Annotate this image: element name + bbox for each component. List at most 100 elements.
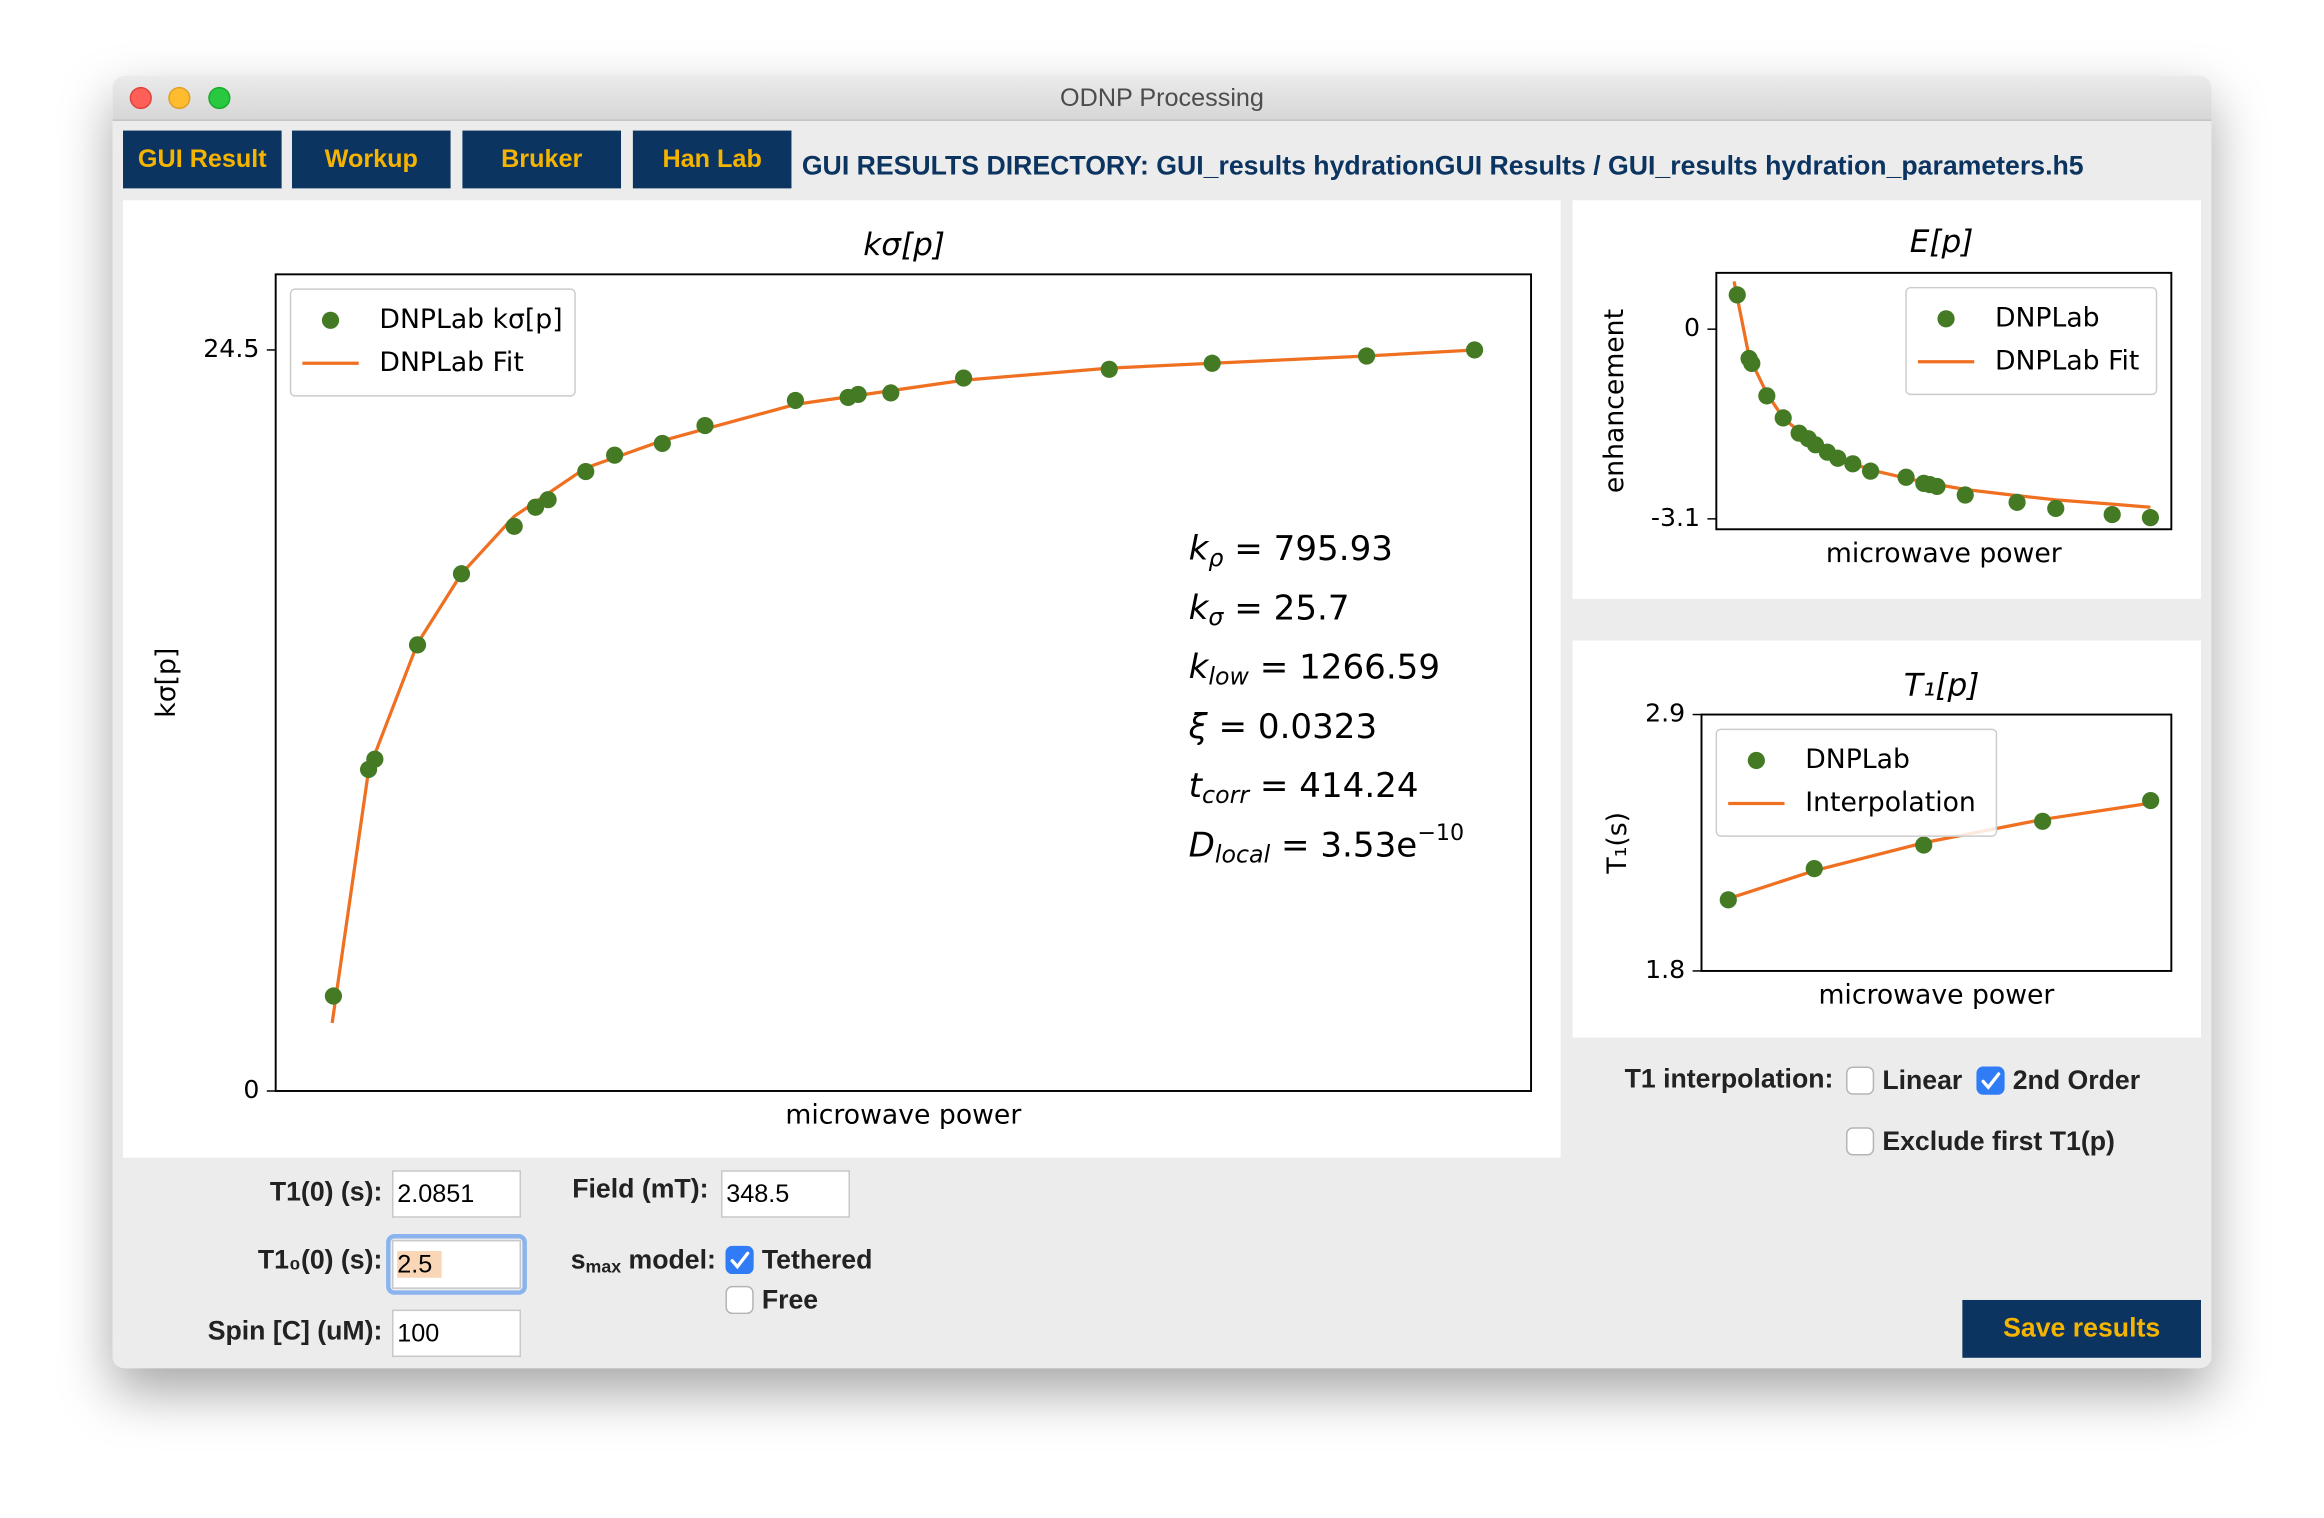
y-axis-label: kσ[p] — [151, 648, 182, 718]
checkbox[interactable] — [1976, 1066, 2005, 1095]
annotation-symbol: k — [1189, 588, 1210, 628]
text-input[interactable] — [392, 1170, 521, 1218]
save-button-label[interactable]: Save results — [2003, 1313, 2160, 1343]
text-input[interactable] — [721, 1170, 851, 1218]
x-axis-label: microwave power — [1826, 538, 2062, 569]
field-label: smax model: — [571, 1244, 716, 1276]
checkbox[interactable] — [725, 1245, 754, 1275]
field-label: T1 interpolation: — [1625, 1064, 1834, 1094]
data-point — [849, 385, 867, 404]
data-point — [1100, 360, 1118, 378]
annotation-subscript: corr — [1202, 781, 1250, 809]
annotation-text: = 3.53e — [1270, 825, 1417, 865]
y-tick-label: -3.1 — [1651, 503, 1700, 532]
window-title: ODNP Processing — [1060, 84, 1264, 112]
data-point — [1956, 486, 1974, 504]
checkbox[interactable] — [725, 1285, 754, 1315]
checkbox-label[interactable]: Free — [762, 1285, 818, 1315]
annotation: klow = 1266.59 — [1189, 647, 1440, 690]
label-text: model: — [621, 1244, 716, 1274]
x-axis-label: microwave power — [1818, 980, 2054, 1011]
nav-button-label[interactable]: GUI Result — [138, 145, 267, 173]
field-label: Spin [C] (uM): — [208, 1316, 383, 1346]
annotation-symbol: ξ — [1188, 706, 1209, 746]
data-point — [882, 384, 900, 402]
focus-ring — [386, 1234, 527, 1295]
data-point — [1928, 477, 1946, 496]
y-tick-label: 0 — [1684, 313, 1700, 342]
input-value[interactable]: 100 — [397, 1319, 439, 1347]
nav-button[interactable] — [291, 130, 451, 189]
annotation-subscript: local — [1215, 840, 1271, 868]
legend-box — [1905, 286, 2158, 396]
minimize-button[interactable] — [168, 86, 191, 110]
data-point — [606, 446, 624, 464]
legend-label: DNPLab — [1805, 744, 1910, 775]
input-value[interactable]: 2.5 — [397, 1251, 432, 1279]
legend-label: DNPLab — [1995, 302, 2100, 333]
data-point — [653, 434, 671, 453]
legend-label: DNPLab Fit — [379, 347, 523, 378]
zoom-button[interactable] — [208, 86, 231, 110]
title-bar — [112, 75, 2212, 121]
annotation-subscript: ρ — [1208, 543, 1223, 571]
data-point — [786, 391, 805, 410]
annotation-subscript: low — [1208, 662, 1249, 690]
y-axis-label: enhancement — [1599, 309, 1630, 493]
nav-button[interactable] — [632, 130, 792, 189]
input-value[interactable]: 2.0851 — [397, 1180, 474, 1208]
legend-box — [1715, 728, 1998, 837]
nav-button-label[interactable]: Workup — [325, 145, 418, 173]
close-button[interactable] — [129, 86, 152, 110]
input-value[interactable]: 348.5 — [726, 1180, 789, 1208]
legend-marker — [321, 311, 340, 329]
legend-label: Interpolation — [1805, 787, 1976, 818]
checkbox[interactable] — [1846, 1127, 1875, 1156]
save-button[interactable] — [1962, 1299, 2201, 1358]
data-point — [408, 636, 427, 654]
plot-frame — [274, 273, 1533, 1092]
checkbox-label[interactable]: Exclude first T1(p) — [1882, 1126, 2115, 1156]
selection-highlight — [397, 1251, 442, 1278]
data-point — [1774, 409, 1792, 427]
data-point — [324, 987, 343, 1005]
data-point — [1719, 891, 1737, 909]
annotation: kρ = 795.93 — [1189, 529, 1393, 572]
annotation-symbol: k — [1189, 529, 1210, 569]
nav-button-label[interactable]: Han Lab — [662, 145, 761, 173]
data-point — [1728, 286, 1746, 304]
annotation: Dlocal = 3.53e−10 — [1189, 820, 1464, 868]
data-point — [539, 491, 557, 509]
data-point — [1805, 860, 1823, 878]
nav-button[interactable] — [123, 130, 282, 189]
nav-button-label[interactable]: Bruker — [501, 145, 582, 173]
label-subscript: max — [586, 1256, 622, 1276]
checkbox-label[interactable]: Linear — [1882, 1065, 1962, 1095]
checkbox-label[interactable]: Tethered — [762, 1244, 873, 1274]
field-label: T1₀(0) (s): — [258, 1244, 383, 1274]
annotation: kσ = 25.7 — [1189, 588, 1350, 631]
nav-button[interactable] — [462, 130, 622, 189]
checkmark — [730, 1251, 750, 1270]
checkbox[interactable] — [1846, 1066, 1875, 1095]
chart-title: E[p] — [1910, 224, 1974, 260]
annotation-superscript: −10 — [1417, 820, 1464, 846]
plot-panel — [1572, 200, 2201, 599]
data-point — [1861, 462, 1880, 480]
annotation-text: = 25.7 — [1223, 588, 1349, 628]
data-point — [2047, 499, 2065, 518]
field-label: Field (mT): — [572, 1173, 708, 1203]
annotation-symbol: k — [1189, 647, 1210, 687]
data-point — [2142, 791, 2160, 810]
annotation: tcorr = 414.24 — [1189, 766, 1419, 809]
plot-frame — [1715, 271, 2173, 531]
data-point — [1897, 468, 1915, 486]
text-input[interactable] — [392, 1309, 521, 1358]
data-point — [696, 416, 714, 435]
data-point — [2008, 493, 2026, 511]
data-point — [452, 565, 471, 583]
annotation-symbol: D — [1189, 825, 1215, 865]
checkbox-label[interactable]: 2nd Order — [2013, 1065, 2140, 1095]
y-tick-label: 0 — [243, 1075, 259, 1104]
legend-label: DNPLab Fit — [1995, 345, 2139, 376]
